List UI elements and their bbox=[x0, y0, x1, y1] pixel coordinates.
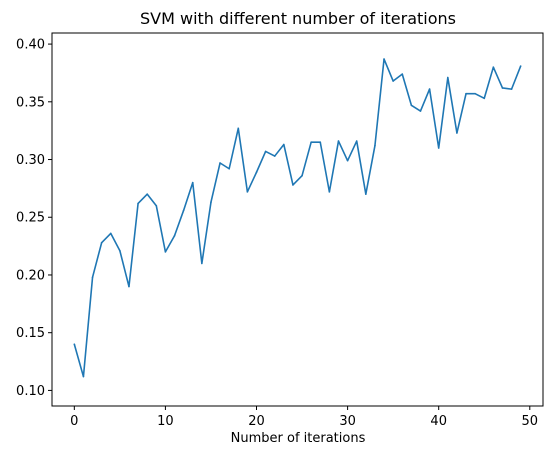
y-tick-label: 0.15 bbox=[16, 326, 45, 341]
data-point bbox=[146, 193, 148, 195]
data-point bbox=[101, 242, 103, 244]
x-tick-label: 10 bbox=[157, 414, 174, 429]
data-point bbox=[219, 162, 221, 164]
data-point bbox=[183, 210, 185, 212]
data-point bbox=[210, 201, 212, 203]
x-tick-label: 20 bbox=[248, 414, 265, 429]
data-point bbox=[310, 141, 312, 143]
y-tick-label: 0.25 bbox=[16, 211, 45, 226]
data-point bbox=[74, 343, 76, 345]
data-point bbox=[237, 128, 239, 130]
series-layer bbox=[74, 58, 522, 377]
data-point bbox=[401, 73, 403, 75]
data-point bbox=[265, 151, 267, 153]
plot-frame bbox=[52, 33, 543, 406]
y-tick-label: 0.35 bbox=[16, 95, 45, 110]
data-point bbox=[447, 77, 449, 79]
data-point bbox=[438, 147, 440, 149]
data-point bbox=[347, 160, 349, 162]
data-point bbox=[456, 132, 458, 134]
x-tick-label: 0 bbox=[70, 414, 78, 429]
data-point bbox=[156, 205, 158, 207]
data-point bbox=[274, 155, 276, 157]
data-point bbox=[110, 233, 112, 235]
data-point bbox=[356, 140, 358, 142]
data-point bbox=[493, 66, 495, 68]
y-tick-label: 0.10 bbox=[16, 384, 45, 399]
data-point bbox=[283, 144, 285, 146]
x-axis: 0 10 20 30 40 50 bbox=[70, 406, 538, 429]
data-point bbox=[420, 110, 422, 112]
data-point bbox=[228, 168, 230, 170]
series-line bbox=[74, 59, 520, 376]
data-point bbox=[319, 141, 321, 143]
data-point bbox=[483, 98, 485, 100]
data-point bbox=[128, 286, 130, 288]
data-point bbox=[465, 93, 467, 95]
data-point bbox=[474, 93, 476, 95]
data-point bbox=[92, 276, 94, 278]
data-point bbox=[365, 193, 367, 195]
data-point bbox=[392, 80, 394, 82]
data-point bbox=[429, 88, 431, 90]
data-point bbox=[411, 104, 413, 106]
data-point bbox=[174, 235, 176, 237]
data-point bbox=[511, 88, 513, 90]
data-point bbox=[292, 184, 294, 186]
y-tick-label: 0.40 bbox=[16, 38, 45, 53]
data-point bbox=[338, 140, 340, 142]
y-tick-label: 0.20 bbox=[16, 268, 45, 283]
data-point bbox=[119, 250, 121, 252]
data-point bbox=[329, 191, 331, 193]
data-point bbox=[201, 263, 203, 265]
data-point bbox=[83, 376, 85, 378]
data-point bbox=[247, 191, 249, 193]
y-tick-label: 0.30 bbox=[16, 153, 45, 168]
data-point bbox=[256, 171, 258, 173]
x-tick-label: 40 bbox=[430, 414, 447, 429]
x-tick-label: 30 bbox=[339, 414, 356, 429]
x-tick-label: 50 bbox=[522, 414, 539, 429]
chart-title: SVM with different number of iterations bbox=[140, 9, 456, 28]
data-point bbox=[520, 65, 522, 67]
data-point bbox=[137, 203, 139, 205]
data-point bbox=[301, 175, 303, 177]
data-point bbox=[383, 58, 385, 60]
x-axis-label: Number of iterations bbox=[231, 431, 366, 446]
y-axis: 0.10 0.15 0.20 0.25 0.30 0.35 0.40 bbox=[16, 38, 52, 399]
data-point bbox=[165, 251, 167, 253]
data-point bbox=[502, 87, 504, 89]
data-point bbox=[192, 182, 194, 184]
data-point bbox=[374, 145, 376, 147]
